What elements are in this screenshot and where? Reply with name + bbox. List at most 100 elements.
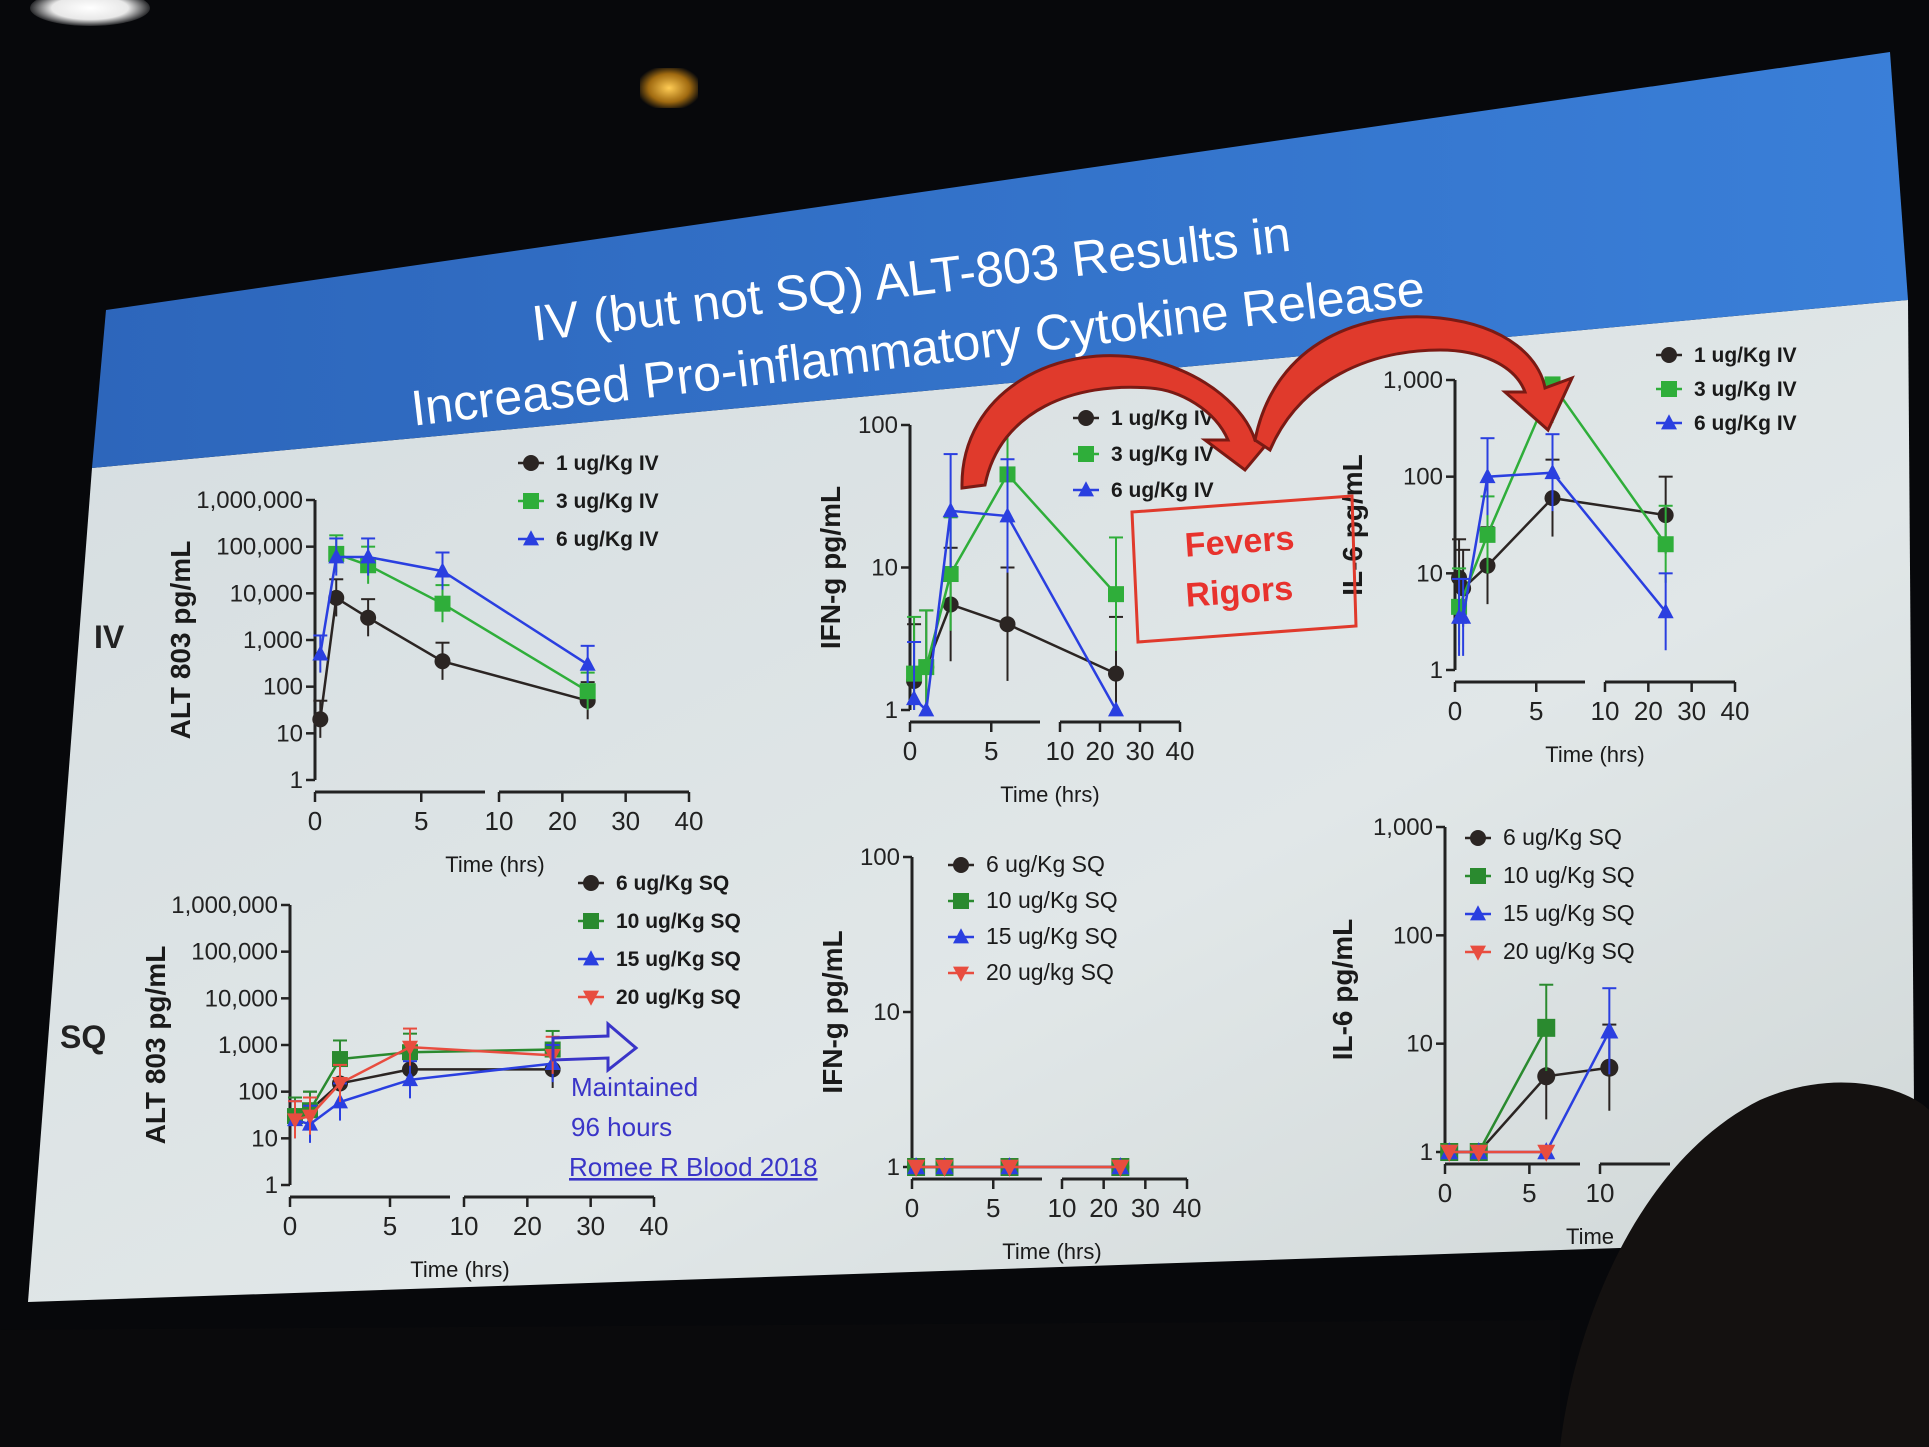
legend-label: 15 ug/Kg SQ	[616, 948, 741, 971]
y-tick-label: 1	[887, 1154, 900, 1181]
data-point	[302, 1109, 318, 1125]
y-axis-label: IFN-g pg/mL	[817, 930, 848, 1093]
series-line-1	[1457, 381, 1667, 608]
x-tick-label: 30	[1677, 696, 1706, 726]
chart-sq-il6: 1 10 100 1,000 0 5 10 Time IL-6 pg/mL 6 ug/Kg SQ 1…	[1327, 814, 1670, 1249]
y-tick-label: 10	[251, 1125, 278, 1152]
x-tick-label: 30	[1131, 1193, 1160, 1223]
data-point	[1440, 1144, 1459, 1162]
y-tick-label: 100,000	[191, 939, 278, 966]
y-tick-label: 100	[860, 844, 900, 871]
data-point	[999, 616, 1016, 633]
data-point	[1000, 1159, 1019, 1177]
y-tick-label: 100	[1393, 922, 1433, 949]
data-point	[1479, 467, 1496, 484]
y-tick-label: 10	[871, 555, 898, 582]
bottom-shadow	[0, 1320, 1560, 1447]
data-point	[1108, 701, 1124, 717]
y-axis-label: IL-6 pg/mL	[1327, 919, 1358, 1061]
x-axis-label: Time (hrs)	[445, 852, 544, 877]
callout-rigors: Rigors	[1184, 569, 1294, 614]
legend-marker	[1661, 347, 1677, 363]
legend-label: 6 ug/Kg SQ	[1503, 824, 1622, 850]
data-point	[1469, 1144, 1488, 1162]
y-axis-label: IFN-g pg/mL	[815, 486, 846, 649]
legend-label: 10 ug/Kg SQ	[1503, 862, 1635, 888]
legend-marker	[583, 990, 599, 1006]
legend-marker	[583, 913, 599, 929]
x-tick-label: 0	[1448, 696, 1462, 726]
curved-red-arrows	[960, 315, 1575, 490]
x-tick-label: 10	[1048, 1193, 1077, 1223]
legend-marker	[583, 875, 599, 891]
y-axis-label: ALT 803 pg/mL	[140, 946, 171, 1145]
legend-label: 15 ug/Kg SQ	[1503, 900, 1635, 926]
maintained-line2: 96 hours	[571, 1112, 672, 1142]
row-label-sq: SQ	[60, 1019, 106, 1055]
x-tick-label: 10	[1586, 1178, 1615, 1208]
chart-sq-ifng: 1 10 100 0 5 10 20 30 40 Time (hrs) IFN-g pg/mL 6 u…	[817, 844, 1201, 1264]
x-tick-label: 40	[640, 1211, 669, 1241]
x-tick-label: 30	[1126, 736, 1155, 766]
y-tick-label: 10	[276, 720, 303, 747]
x-tick-label: 5	[383, 1211, 397, 1241]
legend-label: 6 ug/Kg SQ	[986, 851, 1105, 877]
legend-label: 6 ug/Kg IV	[1111, 479, 1214, 502]
legend-marker	[1470, 905, 1486, 921]
legend-label: 6 ug/Kg SQ	[616, 872, 729, 895]
legend-marker	[953, 928, 969, 944]
fevers-rigors-callout: Fevers Rigors	[1130, 494, 1358, 644]
maintained-line1: Maintained	[571, 1072, 698, 1102]
x-tick-label: 20	[1089, 1193, 1118, 1223]
legend-label: 10 ug/Kg SQ	[986, 887, 1118, 913]
data-point	[1657, 536, 1674, 553]
x-tick-label: 40	[1173, 1193, 1202, 1223]
legend-marker	[1661, 414, 1677, 430]
y-tick-label: 10,000	[205, 985, 278, 1012]
legend-label: 20 ug/Kg SQ	[616, 986, 741, 1009]
legend-label: 20 ug/Kg SQ	[1503, 938, 1635, 964]
legend-label: 3 ug/Kg IV	[1111, 443, 1214, 466]
data-point	[579, 683, 596, 700]
x-tick-label: 40	[1721, 696, 1750, 726]
legend-marker	[1078, 410, 1094, 426]
data-point	[1600, 1021, 1619, 1039]
maintained-line3: Romee R Blood 2018	[569, 1152, 818, 1182]
legend-marker	[1661, 381, 1677, 397]
ceiling-lamp	[640, 68, 698, 108]
legend-label: 1 ug/Kg IV	[556, 452, 659, 475]
y-axis-label: ALT 803 pg/mL	[165, 541, 196, 740]
y-tick-label: 1	[290, 767, 303, 794]
legend-label: 20 ug/kg SQ	[986, 959, 1114, 985]
x-tick-label: 0	[903, 736, 917, 766]
series-line-1	[335, 552, 589, 693]
legend-marker	[953, 966, 969, 982]
chart-iv-alt803: 1 10 100 1,000 10,000 100,000 1,000,000 0 5 10 20 3…	[165, 452, 703, 877]
x-tick-label: 20	[548, 806, 577, 836]
data-point	[907, 1159, 926, 1177]
x-tick-label: 20	[1634, 696, 1663, 726]
x-tick-label: 5	[1522, 1178, 1536, 1208]
legend-marker	[1078, 481, 1094, 497]
data-point	[312, 711, 329, 728]
legend-label: 3 ug/Kg IV	[556, 490, 659, 513]
data-point	[1479, 526, 1496, 543]
legend-marker	[523, 530, 539, 546]
legend-label: 1 ug/Kg IV	[1111, 407, 1214, 430]
hollow-blue-arrow	[551, 1020, 639, 1074]
legend-label: 6 ug/Kg IV	[1694, 412, 1797, 435]
x-tick-label: 30	[611, 806, 640, 836]
data-point	[918, 701, 935, 717]
curved-arrow-right	[1253, 315, 1575, 453]
x-tick-label: 0	[308, 806, 322, 836]
y-tick-label: 1,000	[243, 627, 303, 654]
x-tick-label: 10	[1046, 736, 1075, 766]
legend-marker	[1470, 868, 1486, 884]
x-tick-label: 5	[986, 1193, 1000, 1223]
maintained-note: Maintained 96 hours Romee R Blood 2018	[551, 1020, 818, 1182]
data-point	[312, 645, 329, 661]
data-point	[332, 1051, 348, 1068]
x-tick-label: 10	[485, 806, 514, 836]
